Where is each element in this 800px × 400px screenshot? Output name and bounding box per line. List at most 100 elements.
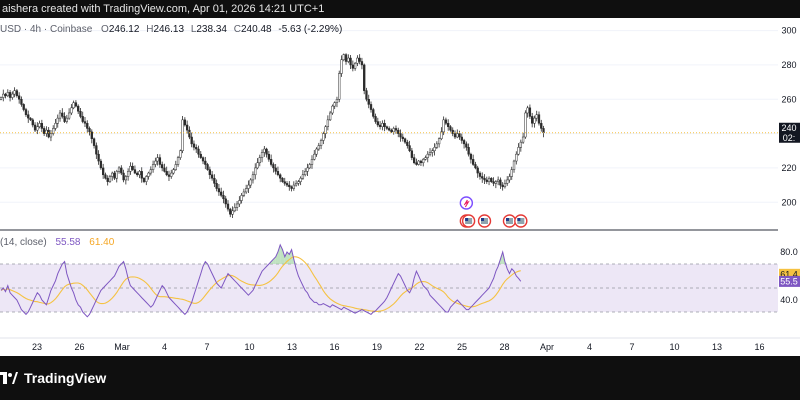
candle[interactable] — [36, 122, 39, 135]
symbol-legend[interactable]: USD · 4h · Coinbase O246.12 H246.13 L238… — [0, 24, 342, 35]
candle[interactable] — [294, 180, 298, 187]
candle[interactable] — [533, 115, 536, 128]
candle[interactable] — [174, 160, 177, 171]
candle[interactable] — [113, 170, 116, 181]
candle[interactable] — [192, 140, 196, 151]
candle[interactable] — [285, 181, 289, 187]
candle[interactable] — [281, 177, 284, 183]
candle[interactable] — [90, 129, 93, 144]
candle[interactable] — [49, 130, 53, 142]
candle[interactable] — [279, 173, 282, 183]
candle[interactable] — [86, 120, 89, 133]
candle[interactable] — [365, 87, 368, 102]
candle[interactable] — [120, 165, 123, 176]
candle[interactable] — [531, 112, 534, 128]
candle[interactable] — [58, 110, 62, 122]
candle[interactable] — [185, 120, 189, 134]
candle[interactable] — [367, 94, 370, 109]
candle[interactable] — [319, 138, 323, 150]
candle[interactable] — [97, 150, 100, 165]
candle[interactable] — [247, 180, 250, 193]
candle[interactable] — [163, 163, 166, 173]
candle[interactable] — [111, 171, 114, 181]
candle[interactable] — [254, 163, 257, 180]
earnings-flag-icon[interactable] — [477, 214, 492, 228]
candle[interactable] — [437, 137, 441, 148]
candle[interactable] — [510, 166, 513, 180]
candle[interactable] — [308, 162, 311, 170]
candle[interactable] — [249, 178, 252, 189]
candle[interactable] — [503, 179, 507, 189]
candle[interactable] — [335, 96, 339, 108]
candle[interactable] — [172, 168, 175, 175]
candle[interactable] — [292, 181, 295, 191]
candle[interactable] — [521, 132, 525, 144]
candle[interactable] — [342, 53, 345, 62]
candle[interactable] — [372, 107, 375, 119]
candle[interactable] — [195, 144, 198, 153]
candle[interactable] — [176, 155, 180, 167]
candle[interactable] — [4, 92, 7, 99]
candle[interactable] — [235, 201, 239, 211]
candle[interactable] — [499, 177, 502, 189]
candle[interactable] — [483, 174, 486, 185]
candle[interactable] — [267, 150, 271, 162]
candle[interactable] — [276, 166, 280, 177]
candle[interactable] — [462, 138, 466, 149]
candle[interactable] — [310, 155, 314, 169]
candle[interactable] — [6, 89, 9, 98]
candle[interactable] — [263, 145, 266, 157]
candle[interactable] — [324, 125, 327, 139]
candle[interactable] — [388, 126, 391, 132]
candle[interactable] — [95, 142, 98, 159]
candle[interactable] — [38, 120, 41, 129]
candle[interactable] — [406, 139, 409, 149]
candle[interactable] — [260, 149, 264, 163]
candle[interactable] — [347, 54, 350, 64]
candle[interactable] — [15, 89, 19, 98]
candle[interactable] — [490, 177, 493, 183]
candle[interactable] — [508, 173, 511, 183]
candle[interactable] — [40, 119, 44, 133]
candle[interactable] — [33, 122, 37, 133]
candle[interactable] — [512, 159, 516, 173]
candle[interactable] — [122, 169, 125, 183]
rsi-legend[interactable]: (14, close) 55.58 61.40 — [0, 237, 115, 248]
chart-canvas[interactable]: USD · 4h · Coinbase O246.12 H246.13 L238… — [0, 18, 800, 356]
candle[interactable] — [501, 182, 504, 191]
candle[interactable] — [204, 156, 207, 170]
candle[interactable] — [29, 117, 32, 122]
time-axis[interactable]: 23 26 Mar 4 7 10 13 16 19 22 25 28 Apr 4 7 10 13 16 — [32, 342, 765, 352]
candle[interactable] — [145, 175, 148, 186]
candle[interactable] — [88, 126, 91, 136]
candle[interactable] — [390, 128, 393, 133]
candle[interactable] — [54, 118, 57, 131]
price-pane[interactable] — [0, 18, 778, 230]
candle[interactable] — [537, 111, 541, 126]
candle[interactable] — [42, 126, 46, 136]
candle[interactable] — [329, 110, 332, 121]
candle[interactable] — [265, 147, 268, 158]
candle[interactable] — [92, 137, 96, 149]
candle[interactable] — [74, 100, 78, 108]
candle[interactable] — [22, 103, 25, 112]
candle[interactable] — [376, 117, 379, 128]
candle[interactable] — [117, 166, 121, 174]
candle[interactable] — [0, 96, 3, 101]
candle[interactable] — [392, 126, 395, 135]
candle[interactable] — [456, 129, 459, 139]
candle[interactable] — [412, 153, 416, 165]
candle[interactable] — [201, 156, 205, 165]
candle[interactable] — [18, 92, 21, 104]
candle[interactable] — [444, 117, 448, 126]
candle[interactable] — [136, 171, 139, 177]
candle[interactable] — [77, 104, 80, 115]
candle[interactable] — [220, 187, 223, 198]
candle[interactable] — [304, 168, 307, 177]
candle[interactable] — [138, 170, 141, 179]
candle[interactable] — [274, 164, 277, 175]
candle[interactable] — [485, 176, 488, 184]
candle[interactable] — [27, 110, 30, 123]
candle[interactable] — [147, 171, 150, 180]
candle[interactable] — [540, 119, 543, 132]
